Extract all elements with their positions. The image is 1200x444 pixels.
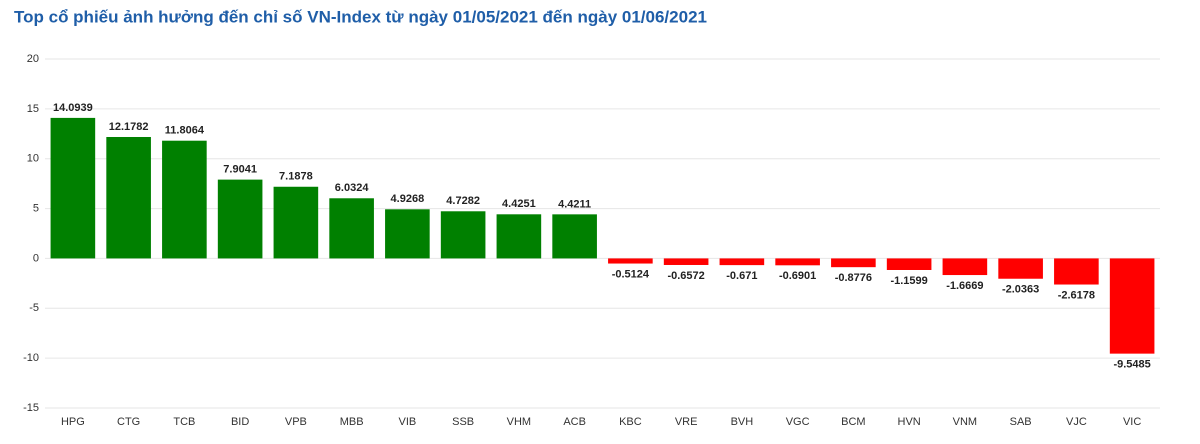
bar [1109,258,1155,354]
y-tick-label: 20 [27,53,39,65]
value-label: -1.6669 [946,280,983,292]
x-tick-label: VNM [953,416,977,428]
bar [552,214,597,259]
x-tick-label: BID [231,416,249,428]
x-tick-label: HVN [898,416,921,428]
y-tick-label: 15 [27,103,39,115]
bar [663,258,709,265]
x-tick-label: BCM [841,416,865,428]
value-label: -0.671 [726,270,757,282]
value-label: -2.6178 [1058,289,1095,301]
bar [886,258,932,270]
bar [496,214,542,259]
value-label: 4.4211 [558,198,591,210]
x-tick-label: VJC [1066,416,1087,428]
x-tick-label: VHM [507,416,531,428]
x-tick-label: SAB [1010,416,1032,428]
value-label: -1.1599 [890,275,927,287]
y-tick-label: -10 [23,352,39,364]
value-label: 6.0324 [335,182,370,194]
x-tick-label: BVH [731,416,754,428]
value-label: -2.0363 [1002,284,1039,296]
x-tick-label: MBB [340,416,364,428]
x-tick-label: VGC [786,416,810,428]
value-label: 7.9041 [223,164,257,176]
bar [217,179,263,259]
bar [998,258,1043,279]
value-label: -0.5124 [612,268,650,280]
y-tick-label: -5 [29,302,39,314]
x-tick-label: ACB [563,416,586,428]
bar [942,258,988,276]
y-tick-label: -15 [23,402,39,414]
value-label: -0.6572 [667,270,704,282]
value-label: -0.8776 [835,272,872,284]
x-tick-label: SSB [452,416,474,428]
x-tick-label: VIB [399,416,417,428]
y-tick-label: 0 [33,252,39,264]
bar [831,258,876,268]
bar [50,117,96,259]
value-label: 12.1782 [109,121,149,133]
value-label: 4.7282 [446,195,480,207]
value-label: -0.6901 [779,270,816,282]
bar [162,140,207,259]
value-label: 11.8064 [165,125,205,137]
x-tick-label: VIC [1123,416,1141,428]
bar [273,186,319,259]
y-tick-label: 5 [33,202,39,214]
bar [440,211,486,259]
bar [719,258,765,266]
bar [1054,258,1099,285]
x-tick-label: TCB [173,416,195,428]
bar [775,258,820,266]
x-tick-label: VRE [675,416,698,428]
bar [106,136,151,259]
x-tick-label: HPG [61,416,85,428]
value-label: 14.0939 [53,102,93,114]
x-tick-label: CTG [117,416,140,428]
x-tick-label: KBC [619,416,642,428]
bar [329,198,374,259]
bar [608,258,653,264]
y-tick-label: 10 [27,153,39,165]
value-label: 7.1878 [279,171,313,183]
value-label: 4.9268 [391,193,425,205]
x-tick-label: VPB [285,416,307,428]
bar [385,209,430,259]
chart-title: Top cổ phiếu ảnh hưởng đến chỉ số VN-Ind… [14,7,707,26]
value-label: 4.4251 [502,198,536,210]
value-label: -9.5485 [1113,359,1150,371]
